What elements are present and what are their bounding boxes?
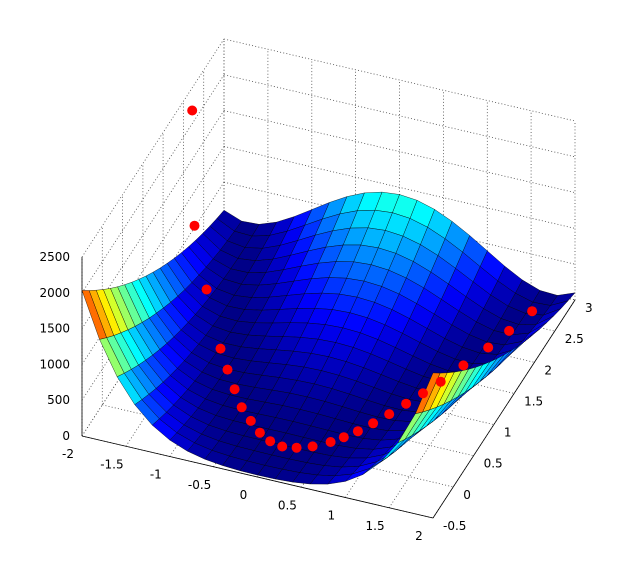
path-point [236, 402, 247, 413]
path-point [527, 306, 538, 317]
x-tick-label: -1.5 [100, 457, 123, 471]
y-tick-label: 0.5 [484, 457, 503, 471]
path-point [291, 442, 302, 453]
path-point [265, 436, 276, 447]
y-tick-labels: -0.5 0 0.5 1 1.5 2 2.5 3 [443, 301, 593, 533]
y-tick-label: -0.5 [443, 519, 466, 533]
back-gridline-z [223, 74, 576, 158]
path-point [384, 409, 395, 420]
path-point [277, 441, 288, 452]
path-point [201, 284, 212, 295]
path-point [504, 325, 515, 336]
path-point [222, 364, 233, 375]
surface-face [81, 290, 107, 340]
path-point [368, 418, 379, 429]
path-point [229, 384, 240, 395]
z-tick-label: 2000 [39, 286, 70, 300]
path-point [187, 105, 198, 116]
x-tick-label: 2 [415, 529, 423, 543]
path-point [418, 388, 428, 399]
x-tick-label: -0.5 [188, 478, 211, 492]
x-axis-line [81, 435, 434, 519]
path-point [458, 360, 469, 371]
z-tick-label: 500 [47, 393, 70, 407]
back-gridline-z [223, 110, 576, 193]
x-tick-label: 0.5 [278, 498, 297, 512]
path-point [245, 415, 256, 426]
z-tick-labels: 0 500 1000 1500 2000 2500 [39, 250, 70, 443]
x-tick-labels: -2 -1.5 -1 -0.5 0 0.5 1 1.5 2 [62, 447, 423, 543]
path-point [401, 398, 412, 409]
x-tick-label: -2 [62, 447, 74, 461]
y-tick-label: 1 [504, 426, 512, 440]
box-axes [81, 257, 576, 519]
path-point [483, 342, 494, 353]
back-gridline-z [223, 38, 576, 122]
path-points [187, 105, 538, 453]
left-gridline-z [81, 38, 225, 258]
path-point [189, 220, 200, 231]
surface-mesh [81, 191, 576, 485]
y-tick-label: 1.5 [524, 394, 543, 408]
z-tick-label: 1000 [39, 357, 70, 371]
z-tick-label: 1500 [39, 322, 70, 336]
z-tick-label: 0 [62, 429, 70, 443]
x-tick-label: -1 [150, 468, 162, 482]
path-point [215, 343, 226, 354]
y-tick-label: 2.5 [565, 332, 584, 346]
x-tick-label: 1.5 [366, 519, 385, 533]
path-point [435, 376, 446, 387]
y-tick-label: 2 [544, 363, 552, 377]
x-tick-label: 1 [327, 509, 335, 523]
path-point [325, 437, 336, 447]
y-tick-label: 0 [463, 488, 471, 502]
y-axis-line [432, 299, 576, 519]
x-tick-label: 0 [240, 488, 248, 502]
path-point [307, 441, 318, 452]
y-tick-label: 3 [585, 301, 593, 315]
z-tick-label: 2500 [39, 250, 70, 264]
path-point [338, 432, 349, 443]
path-point [352, 426, 363, 437]
path-point [254, 427, 265, 438]
